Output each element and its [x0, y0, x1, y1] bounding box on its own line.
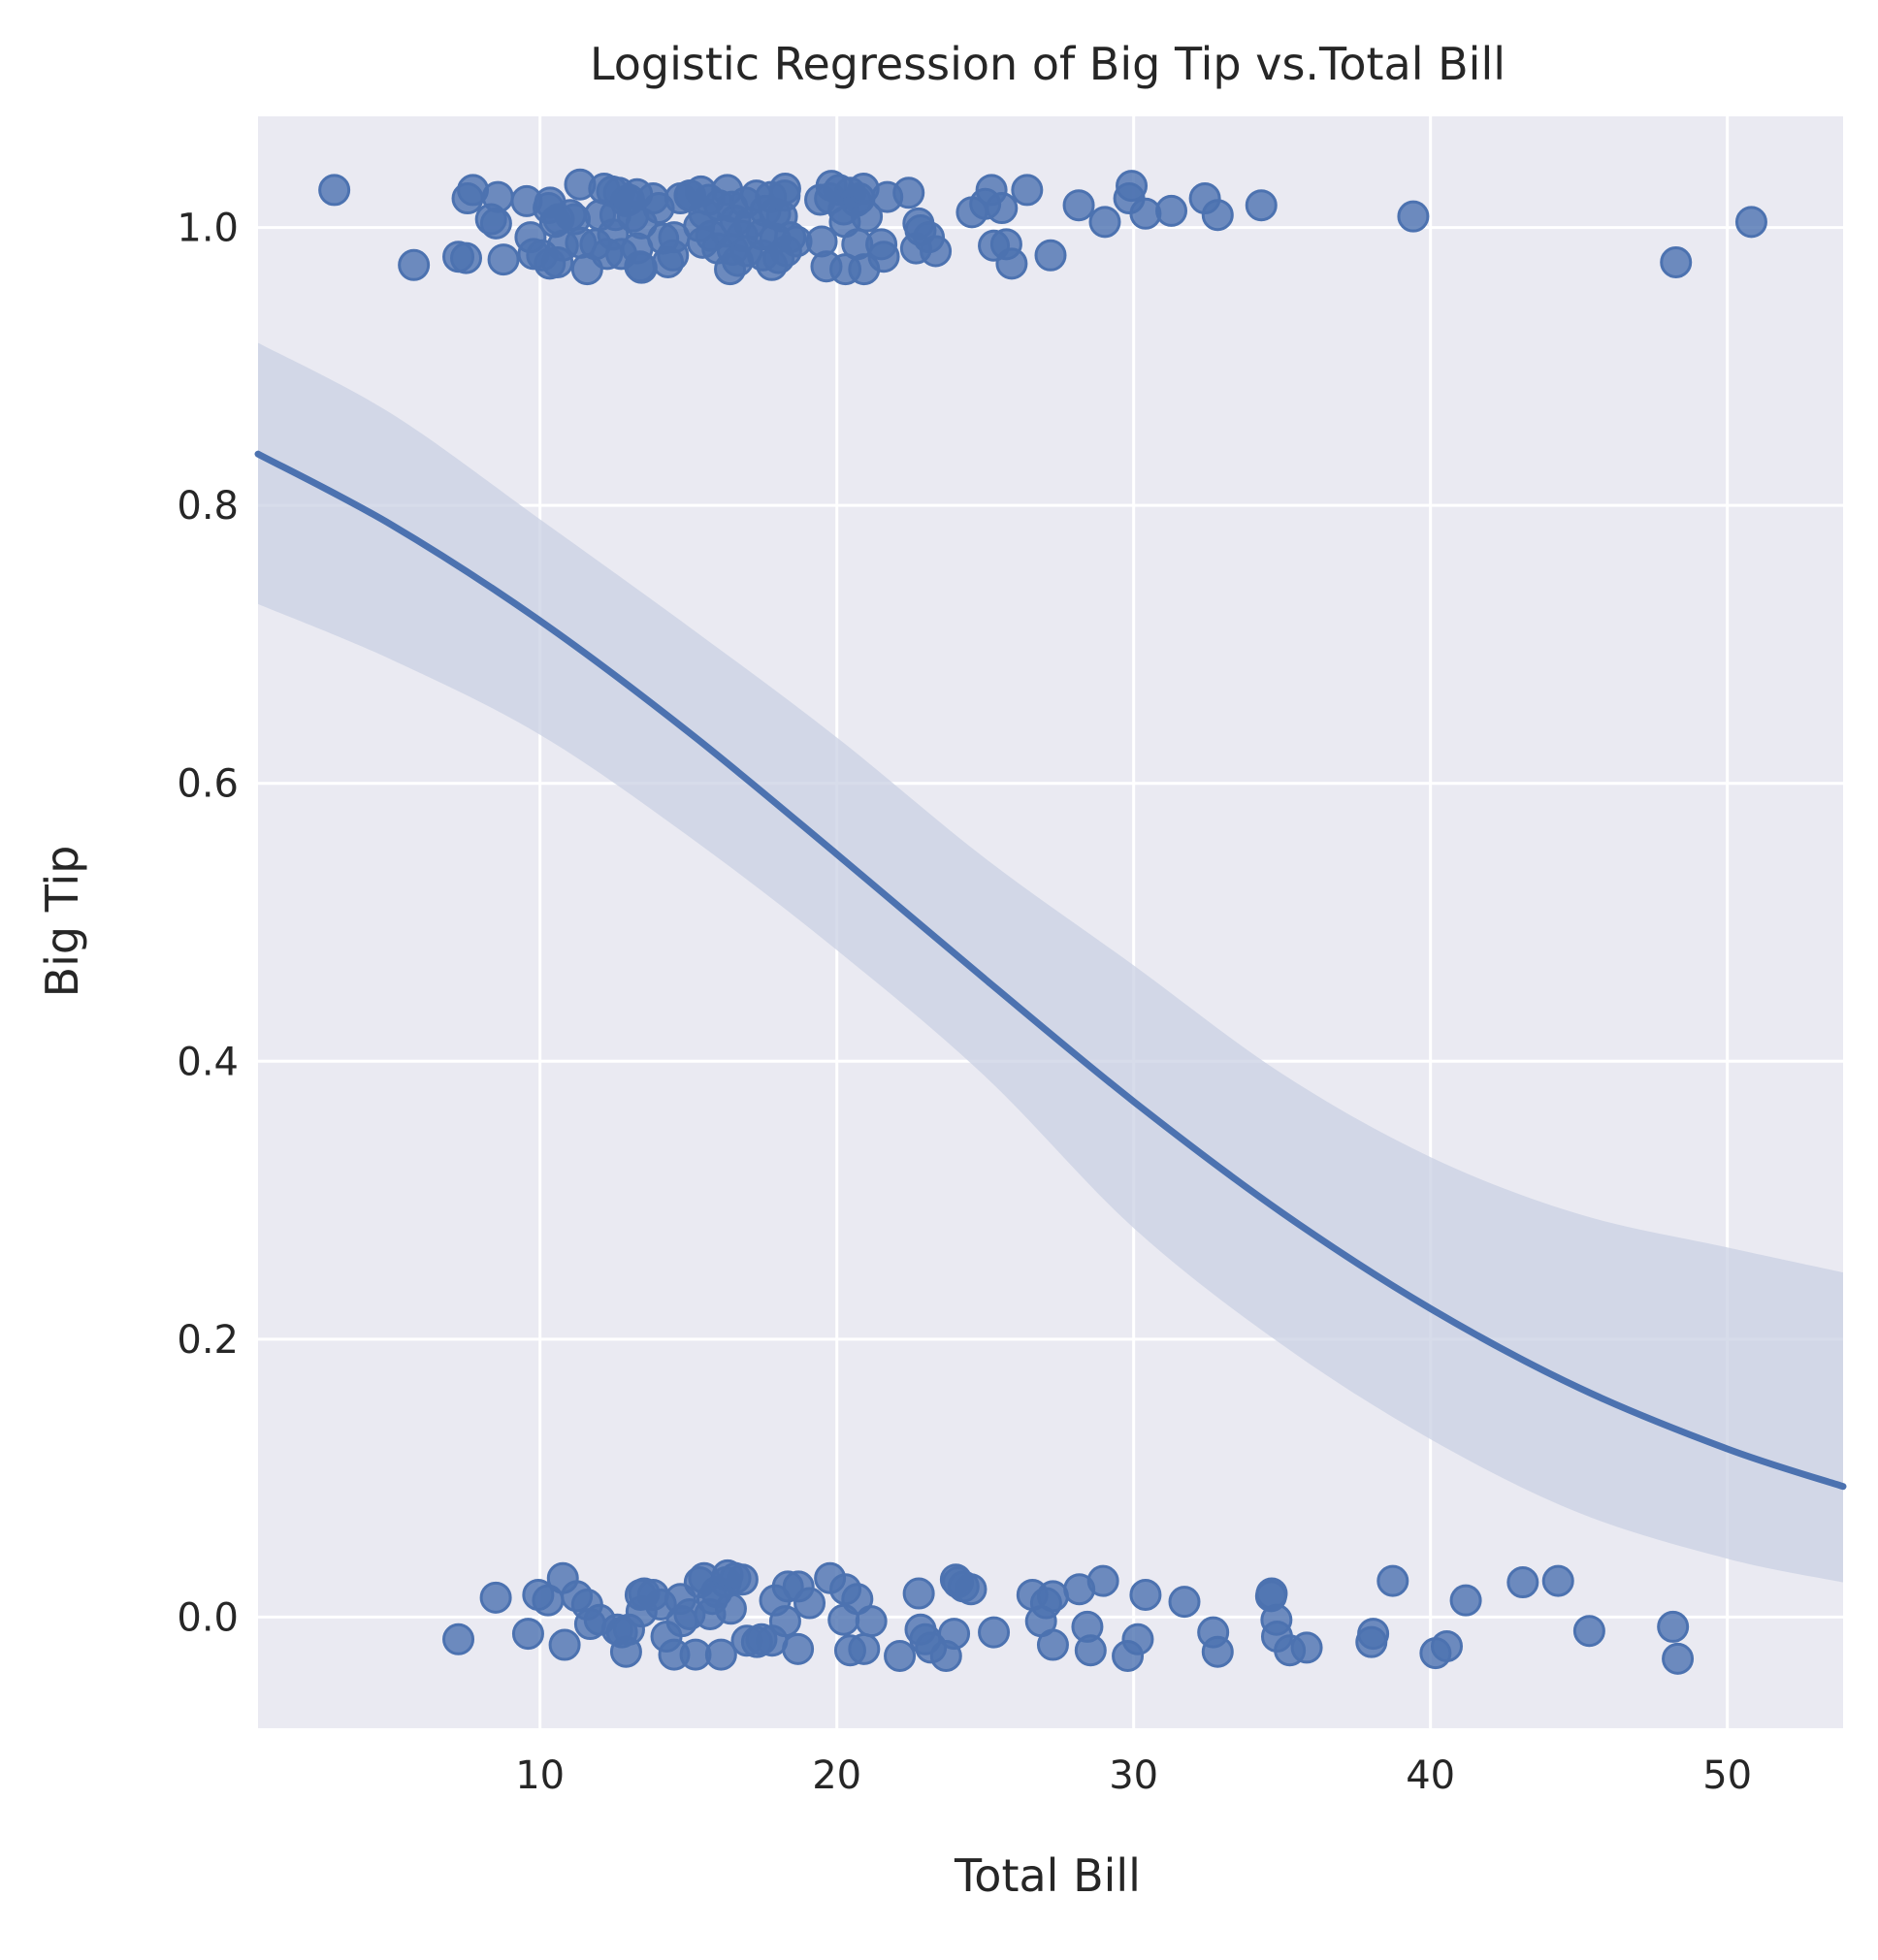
data-point [450, 241, 483, 274]
y-tick-label: 0.2 [177, 1318, 239, 1363]
data-point [1506, 1566, 1539, 1599]
data-point [884, 1639, 917, 1672]
data-point [1201, 199, 1234, 232]
data-point [1376, 1564, 1409, 1597]
data-point [1011, 174, 1044, 207]
data-point [920, 235, 953, 268]
data-point [625, 251, 658, 284]
data-point [955, 1573, 988, 1606]
data-point [1116, 170, 1149, 203]
data-point [938, 1618, 971, 1651]
data-point [1036, 1580, 1069, 1613]
data-point [1662, 1642, 1695, 1675]
data-point [1034, 239, 1067, 272]
y-tick-label: 0.8 [177, 484, 239, 529]
data-point [479, 207, 512, 240]
data-point [986, 192, 1019, 225]
data-point [1397, 200, 1430, 233]
y-tick-label: 1.0 [177, 207, 239, 251]
data-point [1255, 1577, 1288, 1610]
data-point [1121, 1623, 1154, 1655]
data-point [1201, 1635, 1234, 1668]
data-point [1660, 245, 1693, 278]
data-point [714, 1592, 747, 1625]
data-point [318, 174, 351, 207]
data-point [848, 1632, 881, 1665]
y-tick-labels: 0.0 0.2 0.4 0.6 0.8 1.0 [177, 207, 239, 1641]
data-point [851, 200, 884, 233]
data-point [1088, 206, 1121, 239]
regression-line [254, 450, 1847, 1491]
data-point [1245, 189, 1278, 222]
data-point [1357, 1618, 1390, 1651]
data-point [1290, 1631, 1323, 1664]
data-point [793, 1587, 826, 1620]
data-point [902, 1577, 935, 1610]
data-point [1431, 1629, 1463, 1662]
chart-title: Logistic Regression of Big Tip vs.Total … [590, 38, 1506, 90]
data-point [855, 1605, 888, 1638]
data-point [1036, 1628, 1069, 1661]
data-point [995, 247, 1028, 280]
data-point [1168, 1586, 1201, 1619]
data-point [1734, 206, 1767, 239]
data-point [1062, 189, 1095, 222]
regression-curve [254, 450, 1847, 1491]
data-point [704, 1638, 737, 1671]
scatter-points [318, 168, 1767, 1675]
data-point [548, 1628, 581, 1661]
data-point [481, 180, 514, 213]
y-tick-label: 0.6 [177, 762, 239, 807]
y-axis-label: Big Tip [36, 846, 88, 998]
data-point [726, 1563, 759, 1596]
data-point [1572, 1615, 1605, 1648]
x-tick-label: 50 [1702, 1753, 1752, 1798]
data-point [892, 177, 925, 209]
x-tick-labels: 10 20 30 40 50 [515, 1753, 1752, 1798]
x-tick-label: 10 [515, 1753, 565, 1798]
y-tick-label: 0.4 [177, 1040, 239, 1084]
x-tick-label: 30 [1109, 1753, 1158, 1798]
data-point [398, 248, 431, 281]
data-point [511, 1618, 544, 1651]
data-point [479, 1581, 512, 1614]
data-point [978, 1616, 1011, 1649]
data-point [867, 241, 900, 273]
x-axis-label: Total Bill [954, 1849, 1141, 1902]
confidence-band-area [258, 342, 1843, 1583]
data-point [1155, 194, 1188, 227]
data-point [442, 1623, 475, 1655]
data-point [768, 1605, 801, 1638]
confidence-band [258, 342, 1843, 1583]
y-tick-label: 0.0 [177, 1595, 239, 1640]
data-point [1086, 1564, 1119, 1597]
data-point [768, 173, 801, 206]
data-point [1074, 1634, 1107, 1667]
data-point [1657, 1610, 1690, 1643]
x-tick-label: 40 [1406, 1753, 1455, 1798]
data-point [782, 1632, 815, 1665]
x-tick-label: 20 [812, 1753, 861, 1798]
data-point [1541, 1564, 1574, 1597]
data-point [1449, 1584, 1482, 1617]
data-point [487, 243, 520, 276]
data-point [1129, 1578, 1162, 1611]
